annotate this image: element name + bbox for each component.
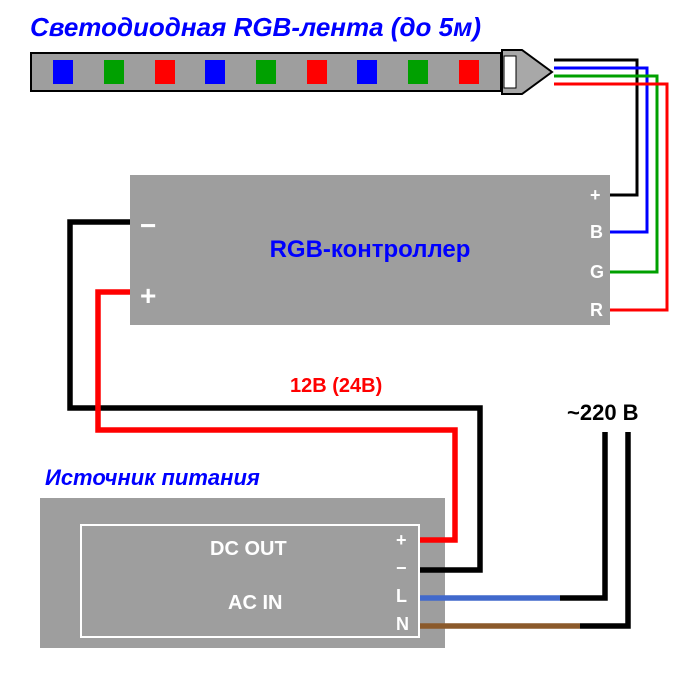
led-chip: [408, 60, 428, 84]
ac-voltage-label: ~220 В: [567, 400, 639, 426]
led-chip: [307, 60, 327, 84]
psu-pin: −: [396, 558, 407, 579]
title-label: Светодиодная RGB-лента (до 5м): [30, 12, 481, 43]
controller-pin-right: G: [590, 262, 604, 283]
led-strip: [30, 52, 502, 92]
led-chip: [357, 60, 377, 84]
controller-pin-left: +: [140, 280, 156, 312]
controller-label: RGB-контроллер: [270, 236, 471, 264]
led-chip: [459, 60, 479, 84]
controller-pin-left: −: [140, 210, 156, 242]
psu-pin: L: [396, 586, 407, 607]
controller-pin-right: +: [590, 185, 601, 206]
psu-title: Источник питания: [45, 465, 260, 491]
psu-pin: N: [396, 614, 409, 635]
psu-acin-label: AC IN: [228, 592, 282, 615]
controller-pin-right: R: [590, 300, 603, 321]
led-chip: [155, 60, 175, 84]
led-chip: [256, 60, 276, 84]
controller-pin-right: B: [590, 222, 603, 243]
dc-voltage-label: 12В (24В): [290, 375, 382, 398]
led-chip: [104, 60, 124, 84]
rgb-controller: RGB-контроллер: [130, 175, 610, 325]
psu-dcout-label: DC OUT: [210, 538, 287, 561]
led-chip: [53, 60, 73, 84]
led-chip: [205, 60, 225, 84]
psu-pin: +: [396, 530, 407, 551]
